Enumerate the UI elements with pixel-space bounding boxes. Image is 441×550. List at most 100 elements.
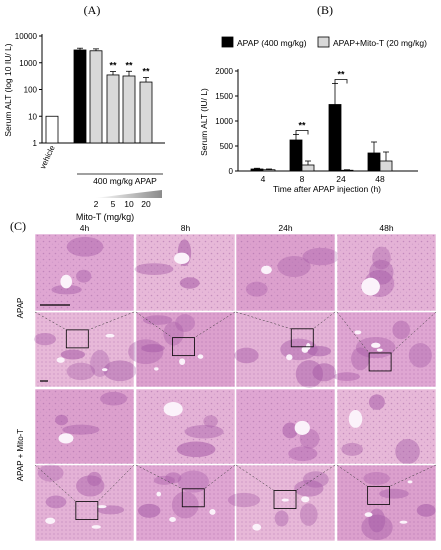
micrograph-border bbox=[235, 311, 336, 388]
chart-a-xlabel: Mito-T (mg/kg) bbox=[76, 212, 134, 222]
micrograph-stain-patch bbox=[175, 314, 195, 332]
micrograph-border bbox=[34, 233, 135, 312]
micrograph-stain-patch bbox=[280, 338, 318, 361]
micrograph-zoom-line bbox=[97, 464, 135, 502]
micrograph-texture bbox=[35, 465, 134, 541]
chart-a-y-tick-label: 1000 bbox=[19, 59, 37, 68]
micrograph-stain-patch bbox=[282, 422, 298, 439]
micrograph-zoom-line bbox=[389, 464, 437, 487]
micrograph-vessel bbox=[371, 342, 381, 348]
micrograph-stain-patch bbox=[171, 491, 199, 519]
micrograph-vessel bbox=[197, 354, 204, 359]
micrograph-border bbox=[135, 233, 236, 312]
chart-a-bars: ** ** ** bbox=[45, 47, 153, 144]
micrograph-stain-patch bbox=[295, 360, 323, 388]
chart-b-bar bbox=[340, 169, 354, 172]
micrograph-texture bbox=[236, 465, 335, 541]
chart-a-y-tick-label: 10000 bbox=[15, 32, 38, 41]
micrograph-border bbox=[34, 388, 135, 465]
micrograph-vessel bbox=[97, 505, 107, 509]
micrograph-border bbox=[235, 233, 336, 312]
micrograph-tile bbox=[134, 233, 236, 312]
micrograph-zoom-box bbox=[75, 501, 99, 520]
chart-b-x-tick-label: 24 bbox=[336, 174, 346, 184]
micrograph-tile bbox=[34, 233, 135, 312]
micrograph-column-header: 4h bbox=[80, 223, 90, 233]
micrograph-column-header: 24h bbox=[278, 223, 292, 233]
micrograph-zoom-line bbox=[235, 311, 292, 330]
micrograph-stain-patch bbox=[153, 475, 175, 485]
micrograph-stain-patch bbox=[379, 488, 409, 499]
chart-b-y-tick-label: 2000 bbox=[215, 67, 233, 76]
panel-label-b: (B) bbox=[317, 3, 333, 17]
micrograph-stain-patch bbox=[302, 471, 329, 488]
micrograph-stain-patch bbox=[333, 372, 360, 381]
micrograph-vessel bbox=[179, 358, 186, 366]
panel-label-c: (C) bbox=[10, 219, 26, 233]
micrograph-vessel bbox=[399, 520, 408, 524]
micrograph-texture bbox=[337, 234, 436, 311]
chart-b-bars: ** ** bbox=[250, 70, 393, 172]
micrograph-stain-patch bbox=[176, 441, 216, 458]
micrograph-stain-patch bbox=[341, 442, 363, 456]
chart-a-dose-label: 20 bbox=[141, 199, 151, 209]
micrograph-stain-patch bbox=[395, 438, 420, 465]
micrograph-vessel bbox=[294, 420, 310, 435]
chart-a-dose-wedge bbox=[95, 190, 162, 198]
micrograph-stain-patch bbox=[302, 247, 340, 266]
micrograph-vessel bbox=[101, 368, 108, 372]
chart-a-dose-label: 10 bbox=[124, 199, 134, 209]
micrograph-tile bbox=[234, 311, 337, 388]
micrograph-border bbox=[235, 388, 336, 465]
chart-a-bar bbox=[106, 74, 120, 144]
chart-b: Serum ALT (IU/ L) APAP (400 mg/kg) APAP+M… bbox=[199, 36, 427, 194]
micrograph-border bbox=[135, 464, 236, 542]
micrograph-tile bbox=[227, 464, 336, 542]
micrograph-stain-patch bbox=[361, 514, 393, 541]
micrograph-texture bbox=[337, 465, 436, 541]
micrograph-vessel bbox=[58, 433, 74, 444]
chart-a-bar bbox=[45, 115, 59, 144]
chart-b-bar bbox=[262, 169, 276, 172]
chart-a-y-tick-label: 100 bbox=[24, 86, 38, 95]
micrograph-vessel bbox=[376, 348, 383, 352]
micrograph-zoom-line bbox=[135, 311, 173, 338]
micrograph-tile bbox=[235, 388, 336, 465]
chart-a-bar bbox=[73, 49, 87, 144]
micrograph-stain-patch bbox=[368, 508, 386, 533]
micrograph-stain-patch bbox=[141, 344, 165, 353]
micrograph-vessel bbox=[361, 277, 380, 296]
micrograph-vessel bbox=[105, 333, 115, 338]
micrograph-tile bbox=[333, 311, 437, 388]
chart-a-y-tick-label: 10 bbox=[28, 112, 37, 121]
chart-b-legend-label: APAP (400 mg/kg) bbox=[237, 38, 307, 48]
chart-a-dose-label: 2 bbox=[94, 199, 99, 209]
micrograph-zoom-box bbox=[273, 490, 297, 509]
micrograph-vessel bbox=[154, 367, 159, 371]
chart-b-y-tick-label: 1500 bbox=[215, 92, 233, 101]
micrograph-stain-patch bbox=[416, 503, 436, 517]
chart-a-vehicle-label: vehicle bbox=[38, 144, 57, 171]
micrograph-tile bbox=[336, 388, 437, 465]
micrograph-stain-patch bbox=[274, 510, 289, 527]
micrograph-vessel bbox=[301, 346, 309, 353]
micrograph-vessel bbox=[407, 480, 413, 484]
micrograph-column-header: 48h bbox=[379, 223, 393, 233]
micrograph-stain-patch bbox=[142, 315, 173, 325]
chart-a-group-label: 400 mg/kg APAP bbox=[93, 176, 157, 186]
micrograph-zoom-box bbox=[181, 488, 205, 508]
micrograph-stain-patch bbox=[33, 332, 57, 346]
micrograph-stain-patch bbox=[234, 347, 259, 364]
micrograph-texture bbox=[236, 234, 335, 311]
micrograph-tile bbox=[336, 464, 437, 542]
micrograph-stain-patch bbox=[37, 464, 64, 482]
micrograph-vessel bbox=[348, 410, 363, 428]
micrograph-vessel bbox=[91, 525, 101, 529]
micrograph-vessel bbox=[169, 516, 176, 523]
micrograph-stain-patch bbox=[66, 236, 104, 257]
micrograph-vessel bbox=[364, 512, 373, 517]
micrograph-zoom-box bbox=[172, 337, 195, 357]
row-label-apap-mito: APAP + Mito-T bbox=[16, 429, 25, 482]
micrograph-stain-patch bbox=[227, 492, 261, 508]
